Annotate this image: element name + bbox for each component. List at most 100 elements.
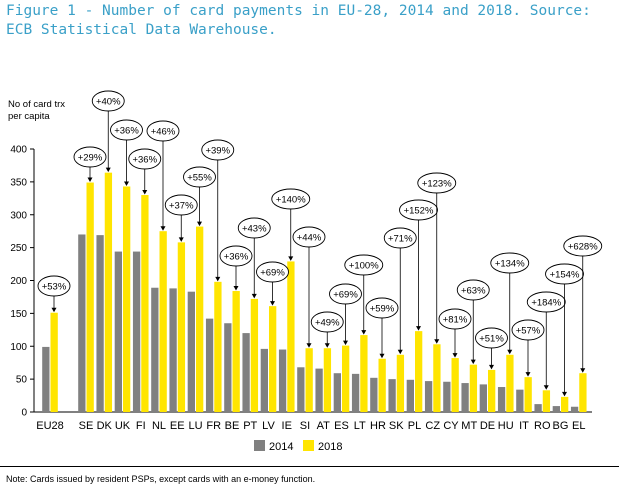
note-separator bbox=[0, 466, 619, 467]
callout-bubble bbox=[37, 275, 71, 297]
x-tick-label-FI: FI bbox=[136, 420, 146, 432]
bar-2018-LV bbox=[269, 306, 277, 412]
growth-callout-SK: +71% bbox=[383, 227, 417, 355]
callout-arrow-head bbox=[87, 177, 93, 183]
growth-label-AT: +49% bbox=[315, 318, 340, 329]
bar-2014-ES bbox=[333, 373, 341, 412]
callout-bubble bbox=[219, 245, 253, 267]
y-tick-label: 400 bbox=[10, 145, 27, 156]
growth-label-SI: +44% bbox=[297, 233, 322, 244]
chart-svg: No of card trx per capita 0 50 100 150 200 25… bbox=[8, 90, 603, 453]
growth-callout-ES: +69% bbox=[329, 283, 362, 346]
growth-label-IT: +57% bbox=[516, 326, 541, 337]
bar-2014-NL bbox=[151, 287, 159, 412]
bar-2018-NL bbox=[159, 231, 167, 412]
growth-callout-LU: +55% bbox=[183, 166, 216, 227]
growth-label-HR: +59% bbox=[370, 304, 395, 315]
callout-arrow-head bbox=[580, 368, 586, 373]
bar-2018-CY bbox=[451, 358, 459, 412]
bar-2014-IT bbox=[516, 389, 524, 412]
bar-2018-DE bbox=[488, 369, 496, 412]
bar-2018-FR bbox=[214, 281, 222, 412]
callout-bubble bbox=[256, 261, 289, 283]
growth-label-SE: +29% bbox=[78, 153, 103, 164]
callout-bubble bbox=[563, 235, 603, 257]
x-tick-label-SI: SI bbox=[300, 420, 310, 432]
y-tick-label: 250 bbox=[10, 243, 27, 254]
bar-2018-LT bbox=[360, 335, 368, 412]
growth-label-SK: +71% bbox=[388, 234, 413, 245]
callout-bubble bbox=[383, 227, 417, 249]
bar-2018-HR bbox=[378, 358, 386, 412]
footnote: Note: Cards issued by resident PSPs, exc… bbox=[6, 474, 316, 484]
y-tick-label: 100 bbox=[10, 342, 27, 353]
bar-2018-SK bbox=[396, 354, 405, 412]
callout-bubble bbox=[438, 308, 472, 330]
bar-2018-UK bbox=[123, 186, 131, 412]
growth-callout-DK: +40% bbox=[91, 90, 125, 173]
callout-arrow-head bbox=[324, 343, 330, 348]
growth-callout-SE: +29% bbox=[73, 146, 107, 183]
growth-label-PL: +152% bbox=[404, 206, 434, 217]
y-tick-label: 300 bbox=[10, 210, 27, 221]
bar-2018-ES bbox=[342, 345, 350, 412]
bar-2018-IE bbox=[287, 261, 295, 412]
callout-arrow-head bbox=[105, 167, 111, 173]
callout-bubble bbox=[183, 166, 216, 188]
bar-2014-CY bbox=[443, 381, 451, 412]
callout-arrow-head bbox=[470, 359, 476, 365]
growth-callout-HR: +59% bbox=[365, 297, 399, 359]
callout-bubble bbox=[128, 148, 162, 170]
legend-swatch-2014 bbox=[254, 440, 265, 451]
x-tick-label-EL: EL bbox=[572, 420, 585, 432]
card-payments-chart: No of card trx per capita 0 50 100 150 200 25… bbox=[0, 90, 619, 470]
callout-arrow-head bbox=[233, 286, 239, 291]
x-tick-label-HR: HR bbox=[370, 420, 386, 432]
growth-label-FI: +36% bbox=[132, 155, 157, 166]
growth-callout-EL: +628% bbox=[563, 235, 603, 373]
callout-arrow-head bbox=[434, 339, 440, 344]
growth-callout-IT: +57% bbox=[511, 319, 545, 377]
growth-callout-SI: +44% bbox=[292, 226, 326, 348]
bar-2018-PT bbox=[250, 298, 259, 412]
x-tick-label-CZ: CZ bbox=[425, 420, 440, 432]
bar-2018-SE bbox=[86, 182, 94, 412]
growth-label-EL: +628% bbox=[568, 242, 598, 253]
bar-2018-DK bbox=[104, 172, 113, 412]
bar-2018-BE bbox=[232, 291, 240, 412]
x-tick-label-DK: DK bbox=[97, 420, 113, 432]
y-tick-label: 350 bbox=[10, 177, 27, 188]
growth-callout-UK: +36% bbox=[110, 119, 143, 186]
bar-2018-RO bbox=[542, 390, 551, 412]
x-tick-label-MT: MT bbox=[461, 420, 477, 432]
bar-2014-LU bbox=[187, 291, 195, 412]
callout-bubble bbox=[110, 119, 143, 141]
x-tick-label-IT: IT bbox=[519, 420, 529, 432]
x-tick-label-ES: ES bbox=[334, 420, 349, 432]
growth-label-UK: +36% bbox=[114, 126, 139, 137]
bar-2014-EL bbox=[570, 406, 579, 412]
growth-label-BG: +154% bbox=[550, 270, 580, 281]
callout-bubble bbox=[164, 194, 198, 216]
growth-label-DE: +51% bbox=[479, 334, 504, 345]
x-tick-label-EU28: EU28 bbox=[36, 420, 64, 432]
growth-label-NL: +46% bbox=[151, 127, 176, 138]
callout-bubble bbox=[271, 188, 311, 210]
x-tick-label-CY: CY bbox=[443, 420, 459, 432]
bar-2014-PL bbox=[406, 379, 414, 412]
bar-2018-SI bbox=[305, 348, 313, 412]
callout-arrow-head bbox=[489, 364, 494, 370]
callout-arrow-head bbox=[51, 307, 57, 313]
bar-2014-EE bbox=[169, 288, 177, 412]
x-tick-label-LV: LV bbox=[262, 420, 275, 432]
growth-label-MT: +63% bbox=[461, 286, 486, 297]
bar-2018-FI bbox=[141, 195, 149, 412]
growth-label-EU28: +53% bbox=[42, 282, 67, 293]
y-tick-label: 150 bbox=[10, 309, 27, 320]
callout-bubble bbox=[73, 146, 107, 168]
bar-2014-UK bbox=[114, 251, 122, 412]
growth-label-LU: +55% bbox=[187, 173, 212, 184]
callout-arrow-head bbox=[343, 340, 348, 346]
callout-arrow-head bbox=[306, 343, 312, 348]
callout-arrow-head bbox=[288, 256, 294, 261]
